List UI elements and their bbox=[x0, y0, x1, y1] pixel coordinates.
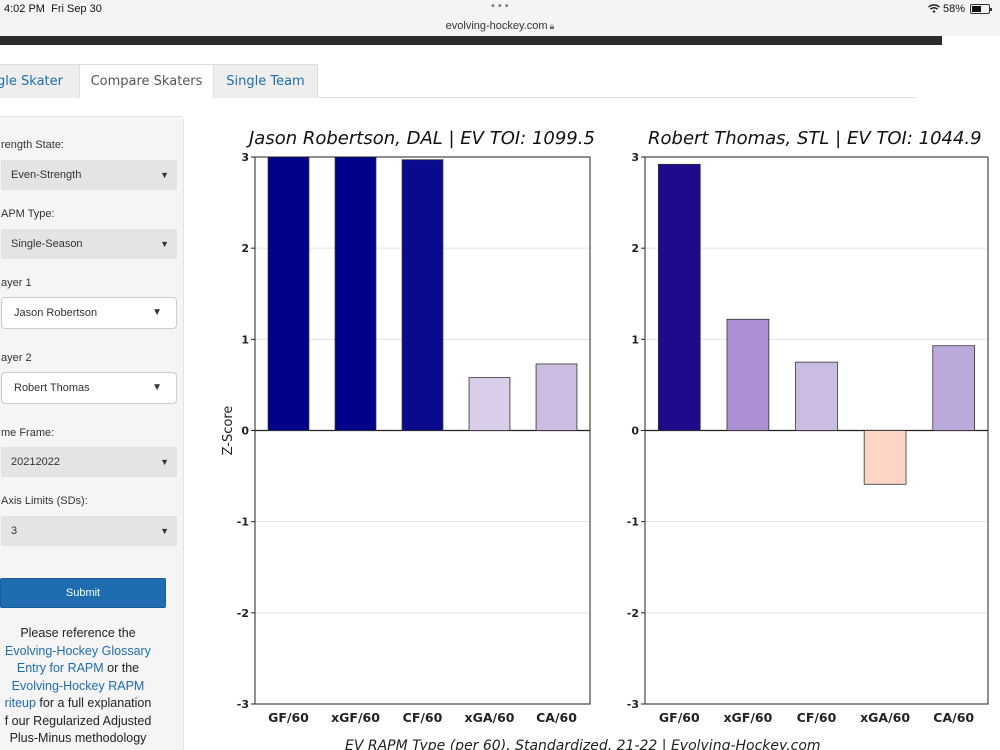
bar bbox=[267, 156, 310, 431]
player2-label: ayer 2 bbox=[1, 352, 32, 364]
y-axis-label: Z-Score bbox=[221, 406, 236, 456]
chart2-title: Robert Thomas, STL | EV TOI: 1044.9 bbox=[648, 128, 982, 149]
x-tick-label: xGF/60 bbox=[331, 710, 380, 725]
caret-down-icon: ▼ bbox=[160, 457, 169, 467]
status-time: 4:02 PM Fri Sep 30 bbox=[4, 3, 102, 15]
chart2-plot: 3 2 1 0 -1 -2 -3 GF/60 xGF/60 CF/60 xGA/60 CA/60 bbox=[627, 151, 989, 725]
strength-state-value: Even-Strength bbox=[11, 169, 82, 181]
chart1-title: Jason Robertson, DAL | EV TOI: 1099.5 bbox=[249, 128, 595, 149]
glossary-link-cont[interactable]: Entry for RAPM bbox=[16, 661, 104, 675]
submit-button[interactable]: Submit bbox=[0, 578, 166, 608]
note-text: or the bbox=[103, 661, 140, 675]
caret-down-icon: ▼ bbox=[160, 170, 169, 180]
bar bbox=[863, 430, 907, 485]
note-line: Please reference the bbox=[20, 626, 136, 640]
address-bar[interactable]: evolving-hockey.com 🔒︎ bbox=[0, 20, 1000, 32]
rapm-type-select[interactable]: Single-Season ▼ bbox=[1, 229, 177, 259]
tab-single-team[interactable]: Single Team bbox=[213, 64, 318, 98]
note-text: for a full explanation bbox=[35, 696, 152, 710]
y-tick-label: 3 bbox=[241, 151, 249, 164]
time-frame-label: me Frame: bbox=[1, 427, 55, 439]
bar bbox=[334, 156, 377, 431]
x-tick-label: CA/60 bbox=[933, 710, 974, 725]
time-frame-select[interactable]: 20212022 ▼ bbox=[1, 447, 177, 477]
rapm-type-label: APM Type: bbox=[1, 208, 55, 220]
bar bbox=[468, 377, 511, 431]
rapm-writeup-link[interactable]: Evolving-Hockey RAPM bbox=[11, 678, 145, 693]
strength-state-select[interactable]: Even-Strength ▼ bbox=[1, 160, 177, 190]
bar bbox=[535, 363, 578, 431]
x-tick-label: GF/60 bbox=[659, 710, 700, 725]
player1-select[interactable]: Jason Robertson ▼ bbox=[1, 297, 177, 329]
bar bbox=[795, 361, 838, 431]
tab-bar: ngle Skater Compare Skaters Single Team bbox=[0, 64, 915, 98]
plot-frame bbox=[644, 156, 989, 705]
x-tick-label: CF/60 bbox=[797, 710, 837, 725]
tab-compare-skaters[interactable]: Compare Skaters bbox=[79, 64, 214, 98]
y-tick-label: 0 bbox=[631, 425, 639, 438]
y-tick-label: 2 bbox=[241, 242, 249, 255]
battery-icon bbox=[970, 4, 992, 14]
note-text: f our Regularized Adjusted bbox=[4, 713, 152, 728]
caret-down-icon: ▼ bbox=[152, 382, 162, 393]
y-tick-label: -1 bbox=[627, 516, 639, 529]
player1-label: ayer 1 bbox=[1, 277, 32, 289]
lock-icon: 🔒︎ bbox=[549, 21, 555, 31]
strength-state-label: rength State: bbox=[1, 139, 64, 151]
y-tick-label: 1 bbox=[631, 333, 639, 346]
rapm-type-value: Single-Season bbox=[11, 238, 83, 250]
status-indicators: 58% bbox=[928, 3, 992, 15]
x-tick-label: GF/60 bbox=[268, 710, 309, 725]
y-tick-label: 1 bbox=[241, 333, 249, 346]
axis-limits-label: Axis Limits (SDs): bbox=[1, 495, 88, 507]
y-tick-label: 2 bbox=[631, 242, 639, 255]
time-frame-value: 20212022 bbox=[11, 456, 60, 468]
player1-value: Jason Robertson bbox=[14, 307, 98, 319]
reference-note: Please reference the Evolving-Hockey Glo… bbox=[0, 625, 176, 748]
chart1-plot: 3 2 1 0 -1 -2 -3 GF/60 xGF/60 CF/60 xGA/60 CA/60 Z-S… bbox=[221, 151, 591, 725]
note-text: Plus-Minus methodology bbox=[9, 731, 147, 745]
x-tick-label: CA/60 bbox=[536, 710, 577, 725]
plot-frame bbox=[254, 156, 591, 705]
navbar-strip bbox=[0, 36, 942, 45]
rapm-writeup-link-cont[interactable]: riteup bbox=[4, 696, 36, 710]
sidebar-panel: rength State: Even-Strength ▼ APM Type: S… bbox=[0, 116, 184, 750]
caret-down-icon: ▼ bbox=[152, 307, 162, 318]
y-tick-label: 0 bbox=[241, 425, 249, 438]
y-tick-label: 3 bbox=[631, 151, 639, 164]
axis-limits-select[interactable]: 3 ▼ bbox=[1, 516, 177, 546]
y-tick-label: -3 bbox=[627, 698, 639, 711]
x-tick-label: xGA/60 bbox=[465, 710, 515, 725]
bar bbox=[726, 318, 770, 431]
bar bbox=[401, 159, 444, 431]
caret-down-icon: ▼ bbox=[160, 526, 169, 536]
y-tick-label: -2 bbox=[627, 607, 639, 620]
caret-down-icon: ▼ bbox=[160, 239, 169, 249]
ios-status-bar: 4:02 PM Fri Sep 30 ••• evolving-hockey.c… bbox=[0, 0, 1000, 36]
player2-value: Robert Thomas bbox=[14, 382, 90, 394]
x-tick-label: xGF/60 bbox=[723, 710, 772, 725]
glossary-link[interactable]: Evolving-Hockey Glossary bbox=[5, 643, 151, 658]
url-text[interactable]: evolving-hockey.com bbox=[445, 20, 548, 32]
bar bbox=[657, 163, 701, 431]
bar bbox=[932, 345, 976, 431]
y-tick-label: -3 bbox=[237, 698, 249, 711]
player2-select[interactable]: Robert Thomas ▼ bbox=[1, 372, 177, 404]
wifi-icon bbox=[928, 4, 940, 13]
axis-limits-value: 3 bbox=[11, 525, 18, 537]
x-tick-label: xGA/60 bbox=[860, 710, 910, 725]
battery-percent: 58% bbox=[942, 3, 965, 15]
x-tick-label: CF/60 bbox=[403, 710, 443, 725]
tab-single-skater[interactable]: ngle Skater bbox=[0, 64, 80, 98]
y-tick-label: -2 bbox=[237, 607, 249, 620]
battery-fill bbox=[972, 6, 982, 12]
y-tick-label: -1 bbox=[237, 516, 249, 529]
tab-dots-icon[interactable]: ••• bbox=[490, 1, 511, 12]
footer-caption: EV RAPM Type (per 60), Standardized, 21-… bbox=[345, 738, 821, 750]
